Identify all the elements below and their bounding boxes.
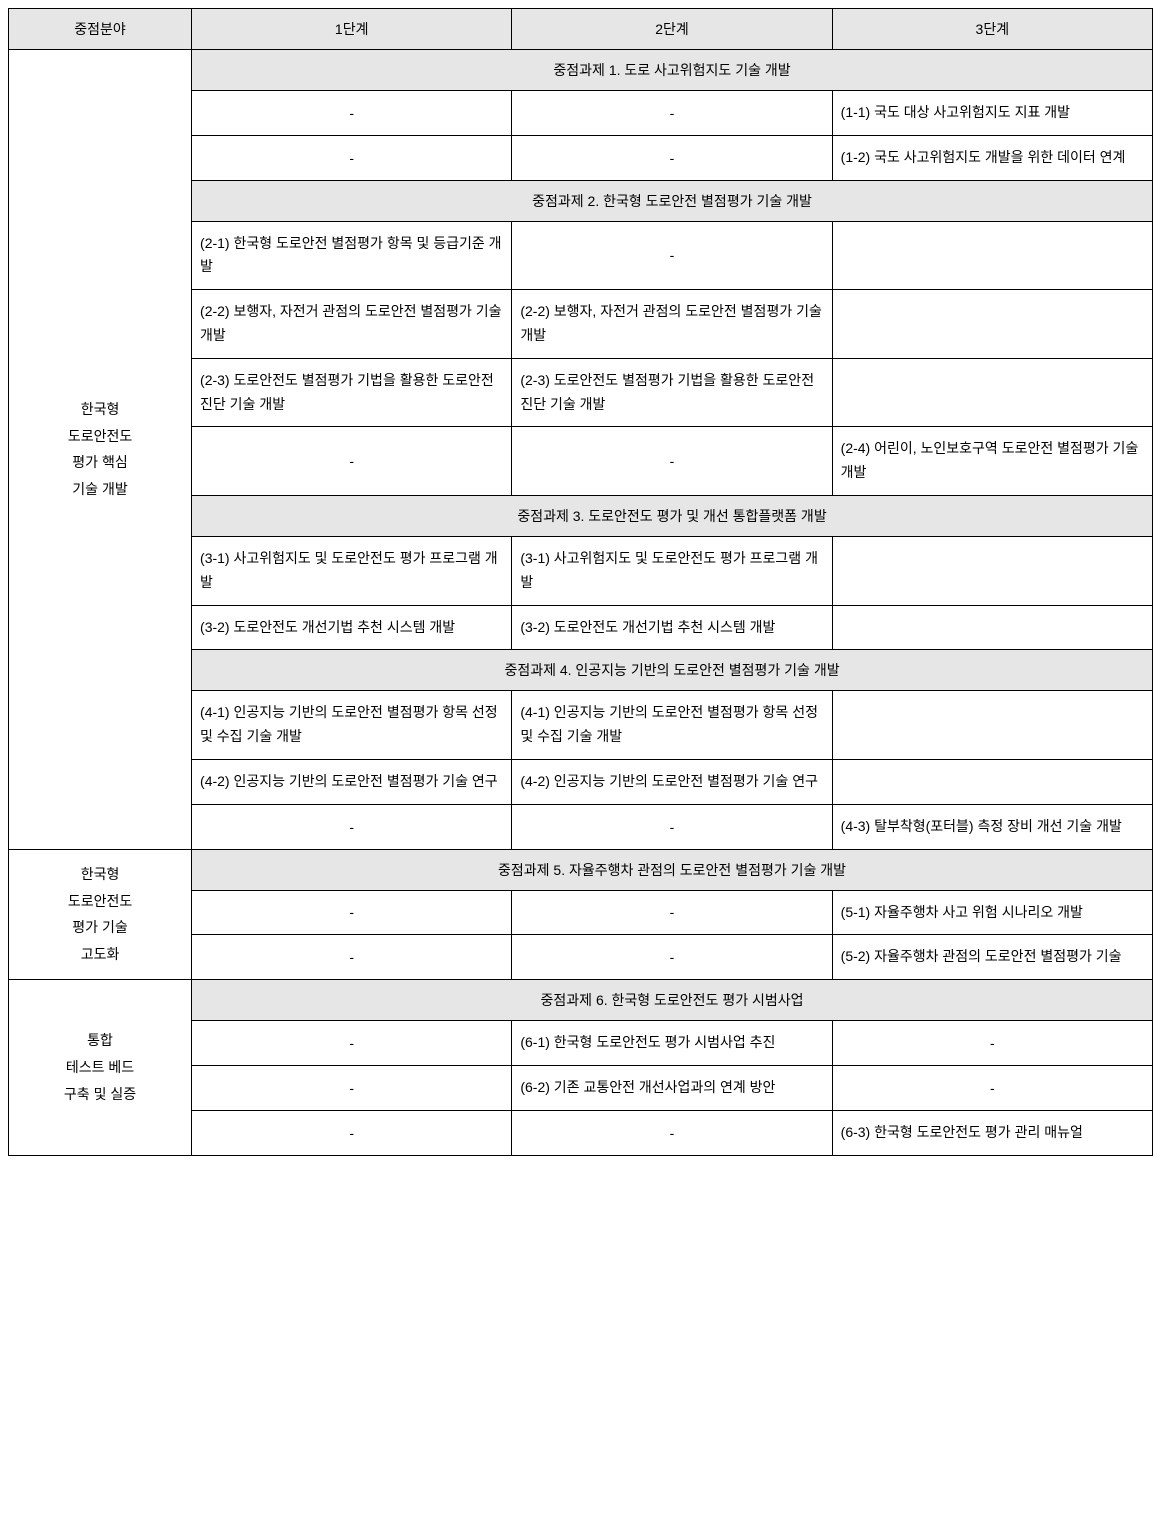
topic-2-header: 중점과제 2. 한국형 도로안전 별점평가 기술 개발 (192, 180, 1153, 221)
topic-6-header: 중점과제 6. 한국형 도로안전도 평가 시범사업 (192, 980, 1153, 1021)
cell-2-2b: (2-2) 보행자, 자전거 관점의 도로안전 별점평가 기술 개발 (512, 290, 832, 359)
cell (832, 691, 1152, 760)
header-stage3: 3단계 (832, 9, 1152, 50)
cell (832, 605, 1152, 650)
cell (832, 358, 1152, 427)
cell-2-3b: (2-3) 도로안전도 별점평가 기법을 활용한 도로안전진단 기술 개발 (512, 358, 832, 427)
topic-1-header: 중점과제 1. 도로 사고위험지도 기술 개발 (192, 50, 1153, 91)
cell-1-2: (1-2) 국도 사고위험지도 개발을 위한 데이터 연계 (832, 135, 1152, 180)
header-stage1: 1단계 (192, 9, 512, 50)
header-focus: 중점분야 (9, 9, 192, 50)
cell-1-1: (1-1) 국도 대상 사고위험지도 지표 개발 (832, 91, 1152, 136)
cell (832, 759, 1152, 804)
cell-3-2a: (3-2) 도로안전도 개선기법 추천 시스템 개발 (192, 605, 512, 650)
cell-3-1b: (3-1) 사고위험지도 및 도로안전도 평가 프로그램 개발 (512, 536, 832, 605)
cell-2-2a: (2-2) 보행자, 자전거 관점의 도로안전 별점평가 기술 개발 (192, 290, 512, 359)
cell-4-1b: (4-1) 인공지능 기반의 도로안전 별점평가 항목 선정 및 수집 기술 개… (512, 691, 832, 760)
cell: - (192, 91, 512, 136)
cell-5-1: (5-1) 자율주행차 사고 위험 시나리오 개발 (832, 890, 1152, 935)
cell (832, 290, 1152, 359)
cell: - (832, 1021, 1152, 1066)
cell-2-4: (2-4) 어린이, 노인보호구역 도로안전 별점평가 기술 개발 (832, 427, 1152, 496)
cell: - (512, 91, 832, 136)
cell: - (512, 135, 832, 180)
table-row: 한국형도로안전도평가 핵심기술 개발 중점과제 1. 도로 사고위험지도 기술 … (9, 50, 1153, 91)
topic-4-header: 중점과제 4. 인공지능 기반의 도로안전 별점평가 기술 개발 (192, 650, 1153, 691)
cell: - (192, 135, 512, 180)
cell-6-1: (6-1) 한국형 도로안전도 평가 시범사업 추진 (512, 1021, 832, 1066)
cell-6-3: (6-3) 한국형 도로안전도 평가 관리 매뉴얼 (832, 1110, 1152, 1155)
topic-3-header: 중점과제 3. 도로안전도 평가 및 개선 통합플랫폼 개발 (192, 495, 1153, 536)
cell: - (192, 890, 512, 935)
cell: - (192, 1021, 512, 1066)
table-row: 한국형도로안전도평가 기술고도화 중점과제 5. 자율주행차 관점의 도로안전 … (9, 849, 1153, 890)
topic-5-header: 중점과제 5. 자율주행차 관점의 도로안전 별점평가 기술 개발 (192, 849, 1153, 890)
cell-4-2a: (4-2) 인공지능 기반의 도로안전 별점평가 기술 연구 (192, 759, 512, 804)
cell-5-2: (5-2) 자율주행차 관점의 도로안전 별점평가 기술 (832, 935, 1152, 980)
cell: - (192, 935, 512, 980)
header-stage2: 2단계 (512, 9, 832, 50)
focus-area-1: 한국형도로안전도평가 핵심기술 개발 (9, 50, 192, 850)
focus-area-3: 통합테스트 베드구축 및 실증 (9, 980, 192, 1155)
cell: - (192, 1110, 512, 1155)
cell-4-1a: (4-1) 인공지능 기반의 도로안전 별점평가 항목 선정 및 수집 기술 개… (192, 691, 512, 760)
cell-3-1a: (3-1) 사고위험지도 및 도로안전도 평가 프로그램 개발 (192, 536, 512, 605)
cell: - (512, 1110, 832, 1155)
cell: - (512, 221, 832, 290)
cell: - (192, 427, 512, 496)
header-row: 중점분야 1단계 2단계 3단계 (9, 9, 1153, 50)
cell-2-3a: (2-3) 도로안전도 별점평가 기법을 활용한 도로안전진단 기술 개발 (192, 358, 512, 427)
cell (832, 221, 1152, 290)
focus-area-2: 한국형도로안전도평가 기술고도화 (9, 849, 192, 980)
cell (832, 536, 1152, 605)
cell: - (512, 804, 832, 849)
cell: - (512, 427, 832, 496)
cell-6-2: (6-2) 기존 교통안전 개선사업과의 연계 방안 (512, 1065, 832, 1110)
cell-4-2b: (4-2) 인공지능 기반의 도로안전 별점평가 기술 연구 (512, 759, 832, 804)
cell: - (192, 1065, 512, 1110)
cell: - (512, 890, 832, 935)
cell: - (512, 935, 832, 980)
roadmap-table: 중점분야 1단계 2단계 3단계 한국형도로안전도평가 핵심기술 개발 중점과제… (8, 8, 1153, 1156)
cell-4-3: (4-3) 탈부착형(포터블) 측정 장비 개선 기술 개발 (832, 804, 1152, 849)
cell: - (832, 1065, 1152, 1110)
cell-2-1: (2-1) 한국형 도로안전 별점평가 항목 및 등급기준 개발 (192, 221, 512, 290)
table-row: 통합테스트 베드구축 및 실증 중점과제 6. 한국형 도로안전도 평가 시범사… (9, 980, 1153, 1021)
cell-3-2b: (3-2) 도로안전도 개선기법 추천 시스템 개발 (512, 605, 832, 650)
cell: - (192, 804, 512, 849)
